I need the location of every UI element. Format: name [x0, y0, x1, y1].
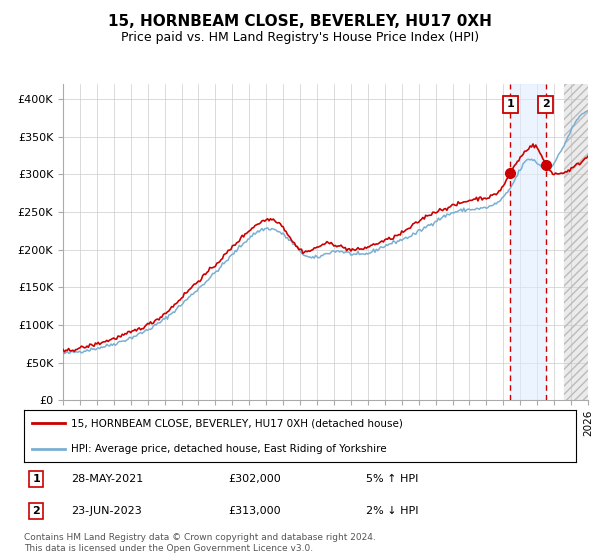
Text: 2: 2	[542, 99, 550, 109]
Text: 1: 1	[506, 99, 514, 109]
Text: 2% ↓ HPI: 2% ↓ HPI	[366, 506, 419, 516]
Text: 5% ↑ HPI: 5% ↑ HPI	[366, 474, 419, 484]
Text: Price paid vs. HM Land Registry's House Price Index (HPI): Price paid vs. HM Land Registry's House …	[121, 31, 479, 44]
Bar	[511, 84, 545, 400]
Text: 28-MAY-2021: 28-MAY-2021	[71, 474, 143, 484]
Bar	[564, 84, 596, 400]
Text: 23-JUN-2023: 23-JUN-2023	[71, 506, 142, 516]
Text: HPI: Average price, detached house, East Riding of Yorkshire: HPI: Average price, detached house, East…	[71, 444, 386, 454]
Text: 15, HORNBEAM CLOSE, BEVERLEY, HU17 0XH (detached house): 15, HORNBEAM CLOSE, BEVERLEY, HU17 0XH (…	[71, 418, 403, 428]
Text: 2: 2	[32, 506, 40, 516]
Text: £313,000: £313,000	[228, 506, 281, 516]
Text: 1: 1	[32, 474, 40, 484]
Text: Contains HM Land Registry data © Crown copyright and database right 2024.
This d: Contains HM Land Registry data © Crown c…	[24, 533, 376, 553]
Text: 15, HORNBEAM CLOSE, BEVERLEY, HU17 0XH: 15, HORNBEAM CLOSE, BEVERLEY, HU17 0XH	[108, 14, 492, 29]
Text: £302,000: £302,000	[228, 474, 281, 484]
